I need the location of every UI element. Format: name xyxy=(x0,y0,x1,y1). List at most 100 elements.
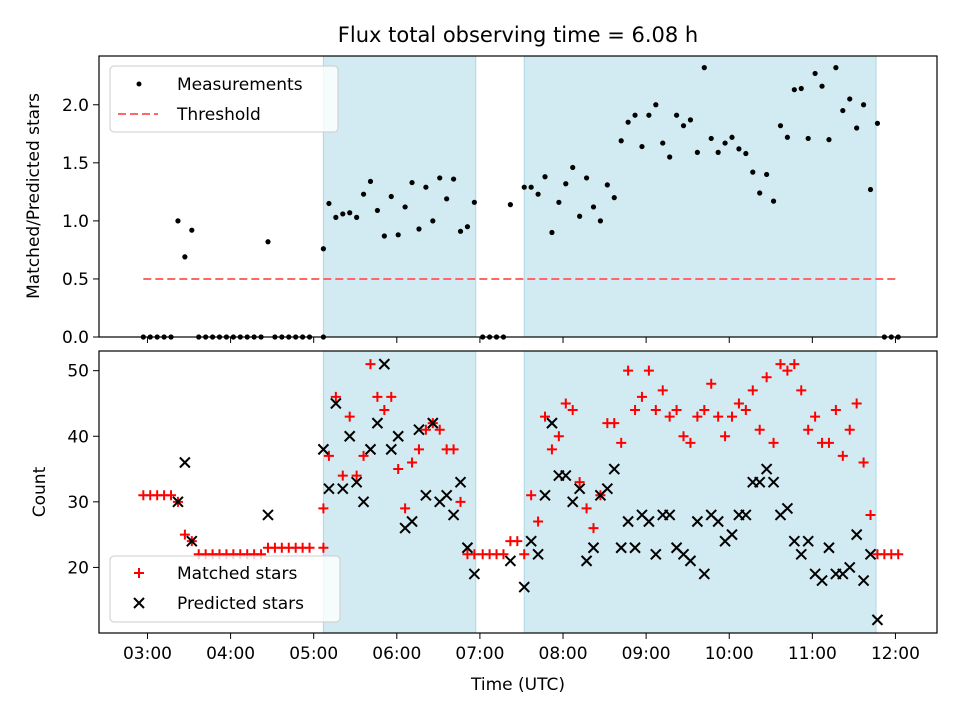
measurement-point-80 xyxy=(701,65,707,71)
measurement-point-79 xyxy=(694,149,700,155)
measurement-point-76 xyxy=(673,112,680,118)
measurement-point-84 xyxy=(729,134,735,140)
matched-point-57 xyxy=(533,516,544,527)
matched-point-25 xyxy=(318,542,329,553)
measurement-point-44 xyxy=(444,196,450,202)
predicted-point-42 xyxy=(615,542,627,554)
measurement-point-29 xyxy=(340,211,346,217)
predicted-point-6 xyxy=(330,397,342,410)
matched-point-83 xyxy=(713,411,724,422)
predicted-point-29 xyxy=(525,535,537,547)
matched-point-32 xyxy=(358,450,369,461)
measurement-point-43 xyxy=(437,175,443,181)
measurement-point-31 xyxy=(354,214,360,221)
matched-point-82 xyxy=(706,378,717,389)
measurement-point-41 xyxy=(423,184,429,190)
matched-point-78 xyxy=(678,431,689,442)
legend-top: Measurements Threshold xyxy=(109,65,339,133)
measurement-point-53 xyxy=(507,202,513,208)
measurement-point-33 xyxy=(367,178,374,185)
measurement-point-54 xyxy=(521,184,527,190)
measurement-point-77 xyxy=(680,123,687,129)
predicted-point-75 xyxy=(844,561,856,574)
predicted-point-25 xyxy=(461,542,474,554)
matched-point-31 xyxy=(351,470,362,481)
matched-point-28 xyxy=(330,391,341,402)
measurement-point-100 xyxy=(840,107,846,114)
measurement-point-65 xyxy=(597,218,604,224)
x-tick-label-2: 05:00 xyxy=(289,644,338,664)
predicted-point-67 xyxy=(788,535,801,547)
matched-point-90 xyxy=(761,372,772,383)
measurement-point-56 xyxy=(535,191,541,197)
matched-point-27 xyxy=(323,450,334,461)
predicted-point-27 xyxy=(504,555,517,567)
measurement-point-61 xyxy=(570,164,576,171)
y-tick-label-bottom-0: 20 xyxy=(67,558,89,578)
matched-point-85 xyxy=(727,411,738,422)
matched-point-54 xyxy=(512,536,523,547)
predicted-point-34 xyxy=(560,469,572,482)
predicted-point-76 xyxy=(850,528,863,541)
matched-point-36 xyxy=(386,391,397,402)
measurement-point-78 xyxy=(687,117,694,123)
predicted-point-15 xyxy=(392,430,404,442)
matched-point-71 xyxy=(630,405,641,416)
predicted-point-30 xyxy=(532,548,544,561)
matched-point-41 xyxy=(420,424,431,435)
measurement-point-63 xyxy=(583,175,590,181)
x-axis-label: Time (UTC) xyxy=(470,675,565,695)
matched-point-97 xyxy=(810,411,821,422)
matched-point-59 xyxy=(546,444,557,455)
predicted-point-66 xyxy=(781,502,794,515)
matched-point-102 xyxy=(844,424,855,435)
predicted-point-37 xyxy=(580,555,593,567)
x-tick-label-0: 03:00 xyxy=(123,644,172,664)
measurement-point-35 xyxy=(381,233,387,239)
x-tick-label-7: 10:00 xyxy=(705,644,754,664)
x-tick-label-9: 12:00 xyxy=(871,644,920,664)
predicted-point-68 xyxy=(795,548,807,561)
predicted-point-18 xyxy=(413,423,425,436)
measurement-point-5 xyxy=(175,218,181,224)
measurement-point-94 xyxy=(798,85,804,92)
y-axis-label-top: Matched/Predicted stars xyxy=(24,93,44,299)
predicted-point-46 xyxy=(643,515,655,528)
predicted-point-58 xyxy=(726,528,738,541)
shaded-interval-top-0 xyxy=(322,55,477,338)
y-tick-label-top-1: 0.5 xyxy=(62,270,89,290)
predicted-point-35 xyxy=(567,496,579,508)
measurement-point-104 xyxy=(867,186,874,193)
y-tick-label-top-3: 1.5 xyxy=(62,154,89,174)
matched-point-94 xyxy=(789,359,800,370)
measurement-point-18 xyxy=(265,239,271,245)
matched-point-29 xyxy=(337,470,348,481)
predicted-point-79 xyxy=(871,614,884,626)
predicted-point-38 xyxy=(587,542,600,554)
matched-point-88 xyxy=(747,385,758,396)
matched-point-64 xyxy=(581,503,592,514)
predicted-point-32 xyxy=(546,417,558,429)
measurement-point-30 xyxy=(347,210,353,216)
predicted-point-60 xyxy=(740,509,752,521)
measurement-point-90 xyxy=(770,198,777,204)
measurement-point-34 xyxy=(374,207,381,214)
measurement-point-96 xyxy=(812,70,818,77)
measurement-point-99 xyxy=(833,65,839,71)
matched-point-93 xyxy=(782,365,793,376)
matched-point-35 xyxy=(379,405,390,416)
predicted-point-20 xyxy=(427,417,439,429)
predicted-point-44 xyxy=(629,542,641,554)
matched-point-65 xyxy=(588,523,599,534)
predicted-point-78 xyxy=(864,548,877,561)
measurement-point-81 xyxy=(708,135,714,142)
predicted-point-9 xyxy=(350,476,363,488)
matched-point-99 xyxy=(823,437,834,448)
matched-point-68 xyxy=(609,418,620,429)
predicted-point-10 xyxy=(357,496,370,508)
legend-bottom-frame xyxy=(109,555,341,623)
measurement-point-6 xyxy=(182,254,188,260)
matched-point-26 xyxy=(318,503,329,514)
predicted-point-11 xyxy=(364,443,377,456)
predicted-point-63 xyxy=(760,463,773,475)
